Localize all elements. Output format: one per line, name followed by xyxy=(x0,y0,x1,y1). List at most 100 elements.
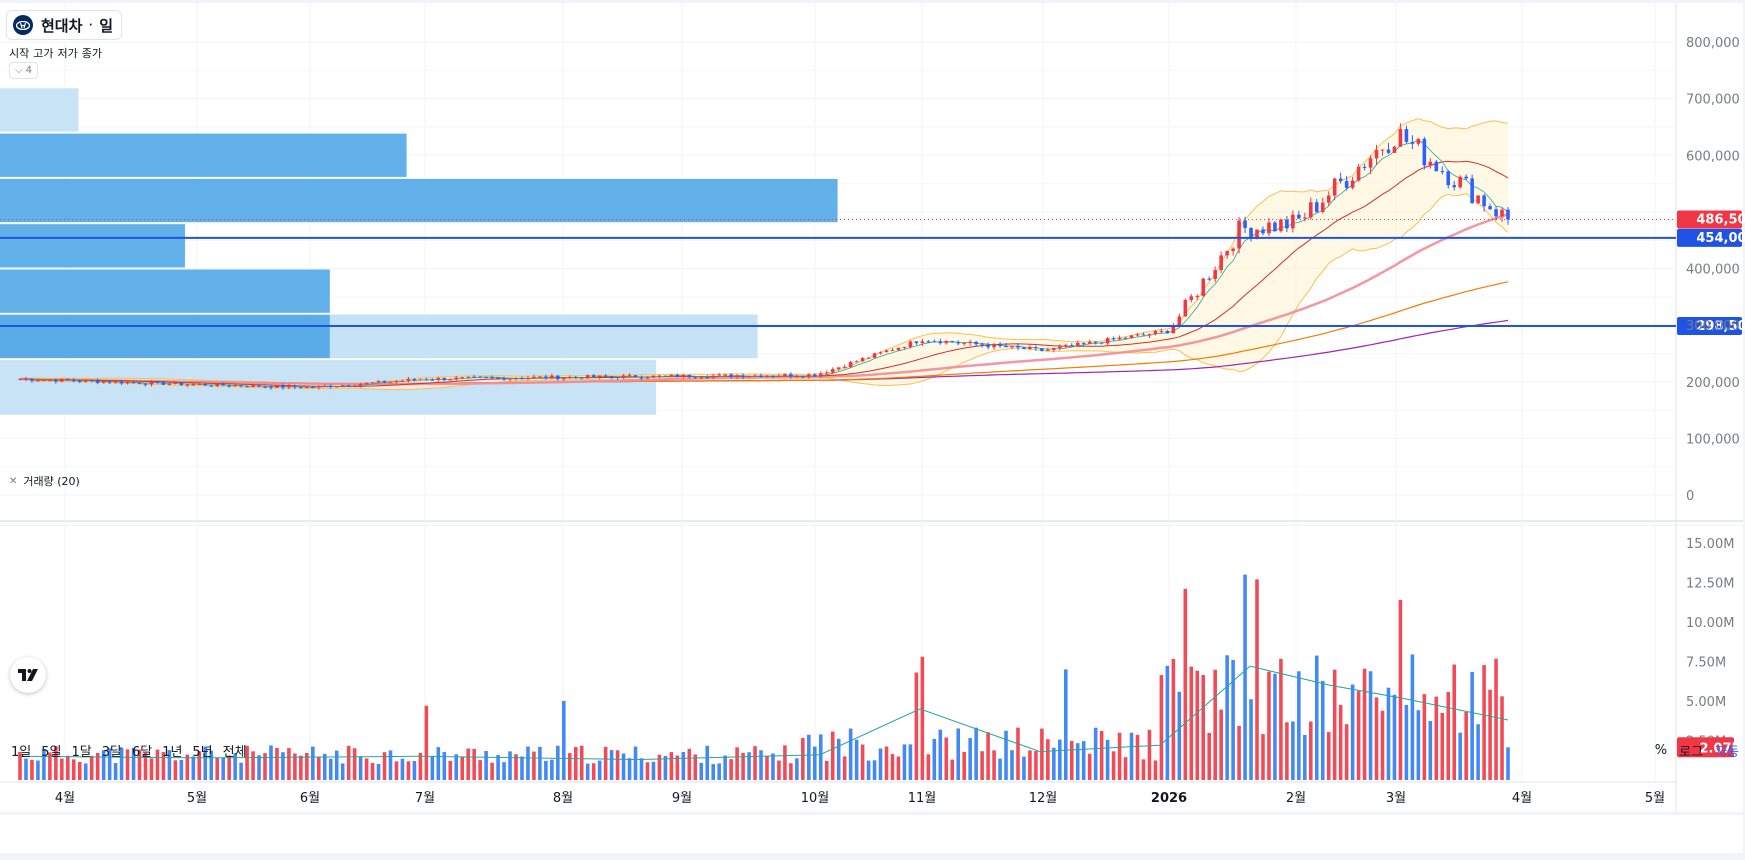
candle xyxy=(1434,161,1439,172)
candle xyxy=(759,375,763,377)
volume-bar xyxy=(597,760,602,780)
candle xyxy=(388,381,393,383)
volume-bar xyxy=(1476,724,1480,780)
volume-bar xyxy=(1237,725,1241,780)
volume-bar xyxy=(884,746,889,780)
volume-bar xyxy=(1386,687,1391,780)
volume-bar xyxy=(24,758,28,780)
volume-bar xyxy=(860,744,865,780)
candle xyxy=(663,375,668,377)
candle xyxy=(418,379,423,381)
candle xyxy=(1386,149,1391,153)
volume-bar xyxy=(1105,739,1110,780)
volume-bar xyxy=(818,734,823,780)
volume-bar xyxy=(1356,691,1361,780)
candle xyxy=(125,382,130,384)
interval-label[interactable]: 일 xyxy=(99,16,113,35)
candle xyxy=(131,382,136,384)
price-tick-label: 700,000 xyxy=(1686,93,1740,108)
candle xyxy=(1452,185,1457,188)
auto-scale-button[interactable]: 자동 xyxy=(1715,744,1739,760)
volume-bar xyxy=(442,751,447,780)
volume-bar xyxy=(173,760,178,780)
ohlc-legend: 시작 고가 저가 종가 xyxy=(9,45,106,61)
volume-bar xyxy=(436,747,441,780)
candle xyxy=(1052,348,1056,350)
volume-bar xyxy=(215,757,219,780)
volume-bar xyxy=(711,764,715,780)
candle xyxy=(1177,316,1182,327)
volume-bar xyxy=(562,701,566,780)
candle xyxy=(442,377,447,380)
volume-bar xyxy=(956,728,961,780)
range-1y-button[interactable]: 1년 xyxy=(162,744,183,760)
volume-tick-label: 15.00M xyxy=(1686,537,1734,552)
candle xyxy=(1422,138,1427,166)
range-all-button[interactable]: 전체 xyxy=(222,744,247,760)
candle xyxy=(1171,326,1176,334)
volume-bar xyxy=(245,745,249,780)
volume-profile-bar xyxy=(0,269,330,313)
candle xyxy=(597,375,602,378)
volume-bar xyxy=(293,753,297,780)
symbol-name[interactable]: 현대차 xyxy=(41,16,83,35)
candle xyxy=(119,381,124,384)
log-scale-button[interactable]: 로그 xyxy=(1679,744,1704,760)
volume-bar xyxy=(1458,732,1462,780)
volume-bar xyxy=(902,744,907,780)
range-1m-button[interactable]: 1달 xyxy=(71,744,92,760)
volume-bar xyxy=(651,761,656,780)
candle xyxy=(382,380,387,383)
range-5y-button[interactable]: 5년 xyxy=(192,744,213,760)
volume-bar xyxy=(801,737,805,780)
candle xyxy=(765,375,769,377)
range-5d-button[interactable]: 5일 xyxy=(41,744,62,760)
candle xyxy=(735,375,739,377)
volume-bar xyxy=(591,763,596,780)
candle xyxy=(1237,220,1241,249)
symbol-info[interactable]: 현대차 · 일 xyxy=(6,10,122,40)
candle xyxy=(1040,348,1044,351)
volume-bar xyxy=(567,753,572,780)
candle xyxy=(681,374,686,378)
volume-bar xyxy=(1016,727,1020,780)
candle xyxy=(1010,345,1014,348)
candle xyxy=(1231,248,1235,252)
candle xyxy=(854,361,859,363)
volume-bar xyxy=(221,757,225,780)
volume-bar xyxy=(448,760,453,780)
candle xyxy=(639,377,644,379)
volume-bar xyxy=(789,763,793,780)
range-1d-button[interactable]: 1일 xyxy=(11,744,32,760)
candle xyxy=(1356,166,1361,181)
indicators-collapse-button[interactable]: ⌵ 4 xyxy=(9,62,38,79)
volume-bar xyxy=(400,758,405,780)
volume-bar xyxy=(1422,694,1427,780)
close-icon[interactable]: ✕ xyxy=(9,475,18,487)
candle xyxy=(1022,347,1026,350)
candle xyxy=(1075,342,1080,346)
candle xyxy=(1207,278,1211,280)
volume-bar xyxy=(1177,691,1182,780)
ohlc-close-label: 종가 xyxy=(81,47,102,60)
volume-legend[interactable]: ✕ 거래량 (20) xyxy=(9,473,80,489)
candle xyxy=(203,384,208,386)
volume-bar xyxy=(1404,704,1409,780)
indicator-count: 4 xyxy=(25,65,32,76)
candle xyxy=(980,344,984,346)
volume-bar xyxy=(759,750,763,780)
volume-bar xyxy=(532,751,536,780)
volume-bar xyxy=(490,762,494,780)
range-3m-button[interactable]: 3달 xyxy=(101,744,122,760)
candle xyxy=(502,377,506,380)
candle xyxy=(275,385,279,388)
percent-scale-button[interactable]: % xyxy=(1654,742,1668,758)
candle xyxy=(902,347,907,349)
candle xyxy=(1350,180,1355,188)
range-6m-button[interactable]: 6달 xyxy=(131,744,153,760)
volume-bar xyxy=(1225,655,1229,780)
tradingview-logo-icon[interactable] xyxy=(10,657,46,693)
volume-legend-label: 거래량 (20) xyxy=(23,475,80,488)
